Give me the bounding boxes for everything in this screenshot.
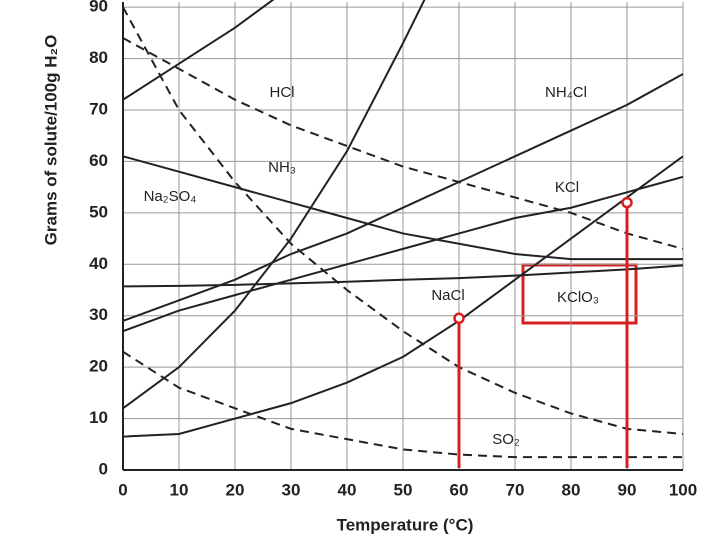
series-line bbox=[123, 350, 683, 459]
series-line bbox=[123, 0, 275, 101]
x-tick-label: 40 bbox=[338, 480, 357, 499]
series-label: SO₂ bbox=[492, 431, 520, 448]
x-tick-label: 0 bbox=[118, 480, 127, 499]
y-axis-label: Grams of solute/100g H₂O bbox=[41, 35, 60, 246]
highlight-point bbox=[621, 196, 633, 209]
series-label: KClO₃ bbox=[557, 289, 599, 306]
y-tick-label: 20 bbox=[89, 357, 108, 376]
y-tick-label: 90 bbox=[89, 0, 108, 16]
y-tick-label: 40 bbox=[89, 254, 108, 273]
series-line bbox=[123, 0, 426, 410]
x-tick-label: 60 bbox=[450, 480, 469, 499]
x-tick-label: 50 bbox=[394, 480, 413, 499]
x-tick-label: 30 bbox=[282, 480, 301, 499]
series-label: HCl bbox=[270, 84, 295, 101]
y-tick-label: 0 bbox=[99, 459, 108, 478]
series-label: NaCl bbox=[431, 287, 464, 304]
x-tick-label: 70 bbox=[506, 480, 525, 499]
series-line bbox=[123, 73, 683, 322]
y-tick-label: 80 bbox=[89, 48, 108, 67]
y-tick-label: 60 bbox=[89, 151, 108, 170]
series-label: NH₃ bbox=[268, 159, 296, 176]
series-label: NH₄Cl bbox=[545, 84, 587, 101]
x-tick-label: 100 bbox=[669, 480, 697, 499]
x-axis-label: Temperature (°C) bbox=[337, 515, 474, 534]
series-label: KCl bbox=[555, 179, 579, 196]
x-tick-label: 20 bbox=[226, 480, 245, 499]
highlight-point bbox=[453, 312, 465, 325]
x-tick-label: 80 bbox=[562, 480, 581, 499]
x-tick-label: 10 bbox=[170, 480, 189, 499]
series-line bbox=[123, 264, 683, 288]
series-label: Na₂SO₄ bbox=[144, 188, 197, 205]
series-line bbox=[123, 155, 683, 438]
x-tick-label: 90 bbox=[618, 480, 637, 499]
series-line bbox=[123, 155, 683, 261]
y-tick-label: 30 bbox=[89, 305, 108, 324]
y-tick-label: 70 bbox=[89, 99, 108, 118]
series-line bbox=[123, 37, 683, 250]
plot-area bbox=[123, 0, 683, 459]
series-line bbox=[123, 175, 683, 333]
y-tick-label: 50 bbox=[89, 202, 108, 221]
y-tick-label: 10 bbox=[89, 408, 108, 427]
highlight-box bbox=[521, 263, 638, 325]
